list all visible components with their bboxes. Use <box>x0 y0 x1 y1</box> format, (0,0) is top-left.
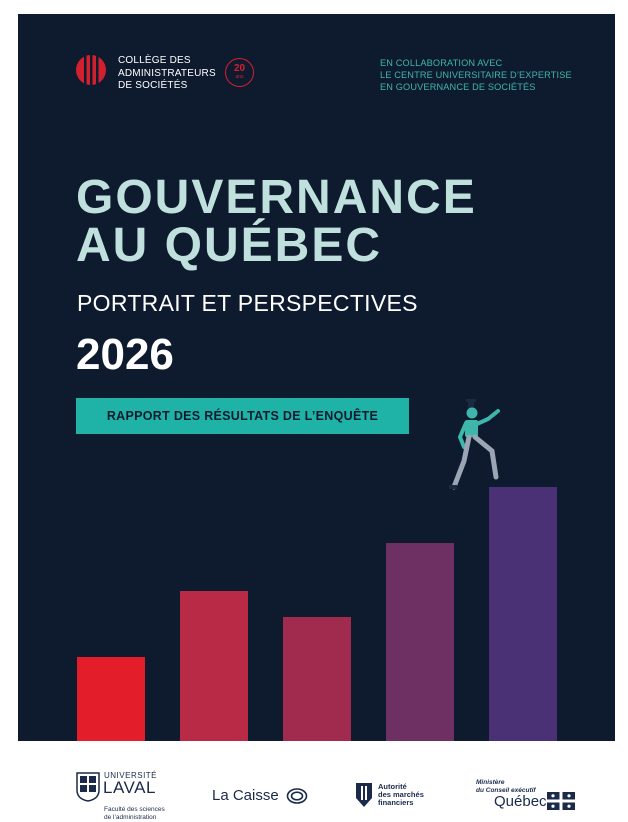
organization-name: COLLÈGE DES ADMINISTRATEURS DE SOCIÉTÉS <box>118 55 216 93</box>
collaboration-line: EN GOUVERNANCE DE SOCIÉTÉS <box>380 82 536 92</box>
collaboration-line: LE CENTRE UNIVERSITAIRE D’EXPERTISE <box>380 70 572 80</box>
anniversary-word: ans <box>235 74 244 80</box>
report-cover: COLLÈGE DES ADMINISTRATEURS DE SOCIÉTÉS … <box>18 14 615 741</box>
faculty-line: de l’administration <box>104 814 157 821</box>
quebec-name: Québec <box>494 793 547 810</box>
faculty-line: Faculté des sciences <box>104 806 165 813</box>
organization-line: COLLÈGE DES <box>118 55 191 66</box>
collaboration-line: EN COLLABORATION AVEC <box>380 58 503 68</box>
ulaval-line1: UNIVERSITÉ <box>104 771 158 780</box>
organization-line: DE SOCIÉTÉS <box>118 80 188 91</box>
step-bar <box>283 617 351 741</box>
title-line: AU QUÉBEC <box>76 219 383 272</box>
title-line: GOUVERNANCE <box>76 171 477 224</box>
step-bar <box>77 657 145 741</box>
college-logo-icon <box>76 54 106 86</box>
ministry-line: Ministère <box>476 779 505 786</box>
la-caisse-logo: La Caisse <box>212 787 279 804</box>
anniversary-number: 20 <box>233 63 246 74</box>
step-bar <box>180 591 248 741</box>
amf-text: Autorité des marchés financiers <box>378 783 424 807</box>
amf-shield-icon <box>356 783 372 807</box>
report-title: GOUVERNANCE AU QUÉBEC <box>76 174 477 270</box>
anniversary-badge: 20 ans <box>225 58 254 87</box>
report-results-button[interactable]: RAPPORT DES RÉSULTATS DE L’ENQUÊTE <box>76 398 409 434</box>
climbing-person-icon <box>449 399 500 490</box>
organization-line: ADMINISTRATEURS <box>118 67 216 79</box>
report-subtitle: PORTRAIT ET PERSPECTIVES <box>77 290 418 316</box>
step-bar <box>386 543 454 741</box>
ministry-text: Ministère du Conseil exécutif <box>476 779 536 794</box>
laval-crest-icon <box>76 772 100 802</box>
report-year: 2026 <box>76 330 174 379</box>
ministry-line: du Conseil exécutif <box>476 786 536 794</box>
amf-line: des marchés <box>378 790 424 799</box>
amf-line: Autorité <box>378 782 407 791</box>
collaboration-text: EN COLLABORATION AVEC LE CENTRE UNIVERSI… <box>380 57 572 93</box>
la-caisse-swirl-icon <box>286 788 308 804</box>
ulaval-line2: LAVAL <box>103 778 156 797</box>
amf-line: financiers <box>378 798 414 807</box>
ulaval-faculty: Faculté des sciences de l’administration <box>104 806 165 822</box>
quebec-flag-icon <box>547 792 575 810</box>
step-bars-illustration <box>77 487 557 741</box>
step-bar <box>489 487 557 741</box>
